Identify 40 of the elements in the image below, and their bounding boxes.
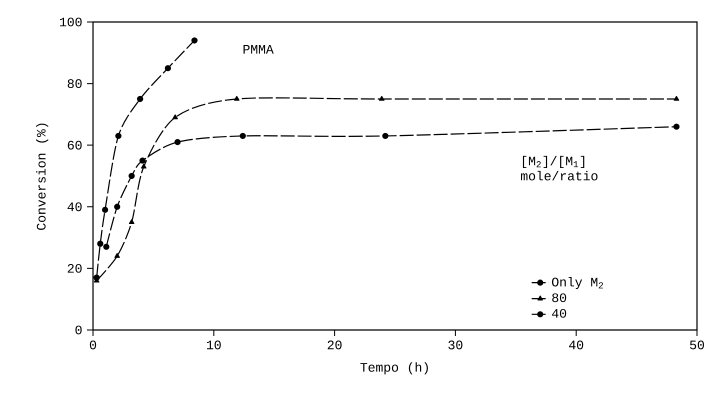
y-tick-label: 40 [68,202,82,212]
y-tick-label: 100 [60,18,82,26]
y-tick-label: 0 [75,326,82,334]
point [114,252,120,258]
y-tick-label: 60 [68,140,82,150]
x-tick-label: 40 [569,340,584,350]
x-tick-label: 50 [690,340,704,350]
point [378,96,384,101]
point [174,139,181,146]
point [240,132,246,140]
point [382,132,388,140]
annotation: PMMA [244,45,274,54]
point [172,114,178,120]
point [164,65,172,72]
point [674,96,680,101]
y-axis-title: Conversion (%) [36,124,48,230]
point [137,96,144,102]
point [102,206,108,213]
point [191,37,198,44]
y-tick-label: 80 [68,79,82,88]
legend-label: 80 [552,293,566,302]
x-tick-label: 0 [90,340,96,350]
x-tick-label: 30 [448,340,462,350]
x-tick-label: 10 [206,340,221,350]
point [97,240,104,247]
point [128,172,135,180]
y-tick-label: 20 [68,264,82,273]
point [673,124,680,130]
x-tick-label: 20 [328,340,342,350]
point [114,204,120,210]
legend-title: [M$_{2}$]/[M$_{1}$] mole/ratio [520,156,598,180]
legend-label: Only M$_{2}$ [552,276,603,290]
point [115,132,122,140]
point [128,219,134,224]
legend-label: 40 [552,308,566,318]
point [139,157,146,164]
point [103,244,110,250]
x-axis-title: Tempo (h) [360,362,428,374]
point [140,164,146,169]
point [234,96,240,101]
